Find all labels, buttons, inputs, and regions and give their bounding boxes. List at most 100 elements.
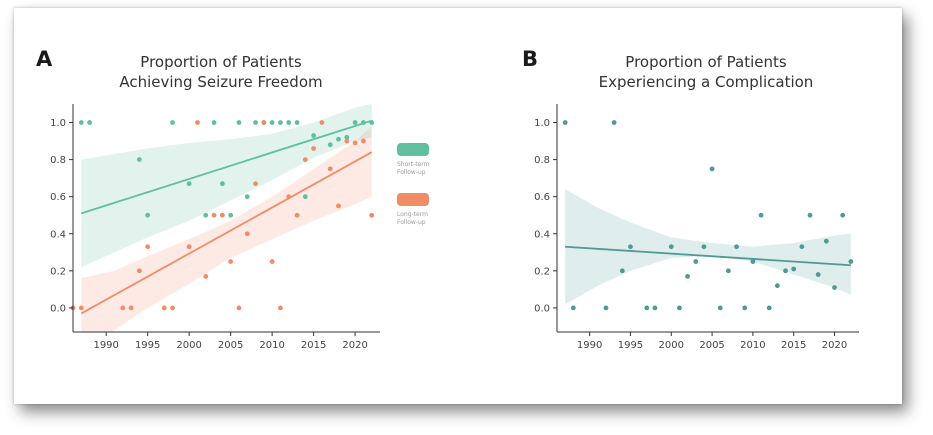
panel-a-title-line-1: Proportion of Patients — [140, 53, 302, 71]
panel-b-point-0-17 — [742, 305, 748, 311]
panel-a-xtick-label-2015: 2015 — [301, 340, 326, 351]
panel-a-point-0-12 — [253, 120, 258, 125]
panel-b-point-0-0 — [562, 120, 568, 125]
legend-label-short-term-line-2: Follow-up — [397, 169, 426, 176]
panel-a-point-0-9 — [228, 212, 234, 218]
panel-a-point-1-3 — [128, 305, 134, 311]
panel-a-ytick-label-1: 1.0 — [50, 118, 66, 129]
panel-a-point-1-10 — [203, 273, 209, 279]
panel-a-point-0-19 — [311, 133, 317, 138]
panel-a-point-1-30 — [369, 212, 375, 218]
panel-b-xtick-label-1990: 1990 — [577, 340, 602, 351]
panel-b-point-0-22 — [783, 268, 788, 274]
panel-b-point-0-10 — [685, 273, 690, 279]
legend-label-long-term-line-2: Follow-up — [397, 219, 426, 226]
panel-b-xtick-label-2015: 2015 — [781, 340, 806, 351]
panel-b-point-0-4 — [619, 268, 625, 274]
panel-a-point-1-28 — [352, 140, 358, 146]
panel-b-xtick-label-2000: 2000 — [659, 340, 684, 351]
panel-b-point-0-26 — [815, 272, 821, 277]
panel-a-point-1-21 — [294, 212, 300, 218]
panel-a-point-0-8 — [219, 181, 225, 187]
panel-b-point-0-1 — [570, 305, 576, 311]
panel-b-point-0-7 — [652, 305, 658, 311]
panel-a-point-0-25 — [369, 120, 375, 125]
panel-a-point-0-2 — [136, 157, 142, 163]
legend-label-long-term-line-1: Long-term — [397, 211, 428, 218]
panel-a-point-1-19 — [278, 305, 283, 311]
panel-a-ytick-label-0: 0.0 — [50, 303, 66, 314]
panel-b-point-0-9 — [677, 305, 682, 311]
panel-b-point-0-18 — [750, 259, 756, 264]
panel-a-point-1-4 — [136, 268, 142, 274]
panel-a-ytick-label-0.8: 0.8 — [50, 155, 66, 166]
panel-b-ticks: 1990 1995 2000 2005 2010 2015 2020 0.0 0.2 0.4 0.6… — [534, 118, 847, 351]
panel-a-point-1-24 — [319, 120, 325, 125]
panel-b-point-0-15 — [726, 268, 731, 274]
panel-a-point-0-24 — [361, 120, 366, 125]
panel-b: B Proportion of Patients Experiencing a … — [522, 47, 859, 351]
panel-a-xtick-label-2020: 2020 — [342, 340, 367, 351]
panel-b-point-0-6 — [644, 305, 650, 311]
panel-a-point-1-5 — [145, 244, 151, 250]
panel-a-point-1-16 — [253, 181, 258, 187]
panel-a-point-0-6 — [203, 212, 209, 218]
panel-a-point-0-11 — [244, 194, 250, 200]
panel-a-xtick-label-2005: 2005 — [218, 340, 243, 351]
panel-a-xtick-label-1990: 1990 — [93, 340, 118, 351]
panel-b-ci-band-0 — [565, 189, 851, 305]
legend-label-short-term-line-1: Short-term — [397, 161, 430, 168]
panel-b-fit-line-0 — [565, 245, 851, 267]
panel-a-xtick-label-1995: 1995 — [135, 340, 160, 351]
panel-a-xtick-label-2010: 2010 — [259, 340, 284, 351]
panel-b-label: B — [522, 47, 538, 71]
panel-a-point-0-23 — [352, 120, 358, 125]
panel-b-point-0-11 — [693, 259, 699, 264]
panel-b-plot-area — [562, 120, 854, 311]
panel-a-label: A — [36, 47, 53, 71]
panel-a-point-0-22 — [344, 134, 350, 140]
panel-b-point-0-20 — [766, 305, 772, 311]
panel-b-point-0-30 — [848, 259, 854, 264]
panel-b-point-0-8 — [668, 244, 674, 250]
panel-a-fit-line-1 — [80, 151, 373, 315]
panel-b-point-0-24 — [799, 244, 805, 250]
panel-a-point-1-6 — [161, 305, 167, 311]
panel-a-point-1-18 — [269, 259, 275, 264]
panel-a-point-0-7 — [211, 120, 217, 125]
panel-b-ytick-label-0.2: 0.2 — [534, 266, 550, 277]
panel-b-xtick-label-1995: 1995 — [618, 340, 643, 351]
panel-a-ytick-label-0.4: 0.4 — [50, 229, 66, 240]
panel-a-ytick-label-0.2: 0.2 — [50, 266, 66, 277]
panel-a-point-0-4 — [170, 120, 175, 125]
panel-b-ytick-label-0.6: 0.6 — [534, 192, 550, 203]
panel-b-point-0-14 — [717, 305, 723, 311]
panel-b-point-0-21 — [774, 283, 780, 289]
panel-a-point-1-11 — [211, 212, 217, 218]
panel-a-point-1-15 — [244, 231, 250, 237]
panel-b-point-0-16 — [734, 244, 739, 250]
panel-a-point-1-23 — [311, 146, 317, 151]
panel-b-point-0-19 — [758, 212, 764, 218]
panel-a-point-0-15 — [278, 120, 283, 125]
panel-a-point-1-2 — [120, 305, 126, 311]
panel-a-ci-band-1 — [81, 126, 372, 332]
panel-b-point-0-25 — [807, 212, 813, 218]
panel-a-point-0-21 — [336, 136, 341, 142]
panel-b-xtick-label-2005: 2005 — [699, 340, 724, 351]
panel-a-point-1-17 — [261, 120, 267, 125]
panel-b-point-0-23 — [791, 266, 797, 272]
panel-a-ticks: 1990 1995 2000 2005 2010 2015 2020 0.0 0.2 0.4 0.6… — [50, 118, 368, 351]
panel-a-point-0-16 — [286, 120, 292, 125]
panel-b-xtick-label-2020: 2020 — [822, 340, 847, 351]
panel-a-point-1-14 — [236, 305, 242, 311]
figure-svg: A Proportion of Patients Achieving Seizu… — [36, 47, 859, 351]
panel-a: A Proportion of Patients Achieving Seizu… — [36, 47, 430, 351]
panel-a-title-line-2: Achieving Seizure Freedom — [119, 73, 322, 91]
panel-a-fit-line-0 — [81, 119, 372, 215]
panel-a-point-0-0 — [78, 120, 84, 125]
panel-b-xtick-label-2010: 2010 — [740, 340, 765, 351]
panel-a-point-1-8 — [186, 244, 192, 250]
panel-a-point-1-22 — [302, 157, 308, 163]
panel-b-ytick-label-0.8: 0.8 — [534, 155, 550, 166]
